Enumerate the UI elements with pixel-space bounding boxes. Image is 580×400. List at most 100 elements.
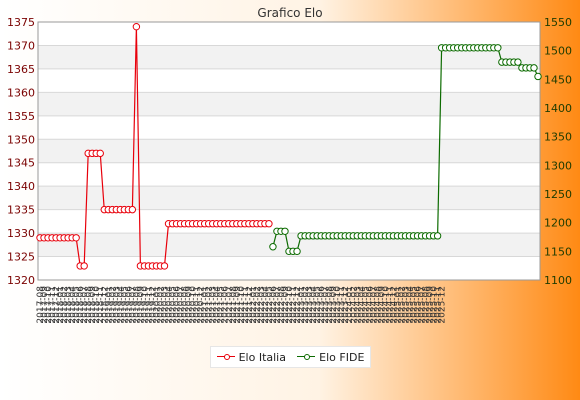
x-tick-label: 2022-03 (257, 286, 267, 324)
x-tick-label: 2023-07 (321, 286, 331, 324)
x-tick-label: 2021-11 (241, 286, 251, 324)
x-tick-label: 2017-08 (36, 286, 46, 324)
x-tick-label: 2018-01 (56, 286, 66, 324)
y-right-tick-label: 1300 (544, 159, 572, 172)
x-tick-label: 2024-07 (369, 286, 379, 324)
x-tick-label: 2024-12 (389, 286, 399, 324)
x-tick-label: 2023-10 (333, 286, 343, 324)
x-tick-label: 2025-03 (401, 286, 411, 324)
elo-fide-point (281, 227, 289, 235)
elo-italia-point (265, 220, 273, 228)
y-left-tick-label: 1375 (7, 16, 35, 29)
x-tick-label: 2017-10 (44, 286, 54, 324)
grid-band (38, 45, 540, 69)
x-tick-label: 2023-09 (329, 286, 339, 324)
x-tick-label: 2019-06 (124, 286, 134, 324)
elo-fide-point (269, 243, 277, 251)
y-right-tick-label: 1250 (544, 188, 572, 201)
x-tick-label: 2024-09 (377, 286, 387, 324)
x-tick-label: 2017-11 (48, 286, 58, 324)
x-tick-label: 2017-12 (52, 286, 62, 324)
x-tick-label: 2023-05 (313, 286, 323, 324)
x-tick-label: 2023-12 (341, 286, 351, 324)
x-tick-label: 2021-09 (233, 286, 243, 324)
x-tick-label: 2025-04 (405, 286, 415, 324)
y-right-tick-label: 1550 (544, 16, 572, 29)
legend-item-italia: Elo Italia (216, 350, 286, 364)
x-tick-label: 2024-10 (381, 286, 391, 324)
x-tick-label: 2022-04 (261, 286, 271, 324)
plot-border (37, 21, 541, 281)
y-left-tick-label: 1335 (7, 204, 35, 217)
x-tick-label: 2019-10 (140, 286, 150, 324)
x-tick-label: 2024-02 (349, 286, 359, 324)
x-tick-label: 2018-03 (64, 286, 74, 324)
x-tick-label: 2018-07 (80, 286, 90, 324)
x-tick-label: 2023-04 (309, 286, 319, 324)
elo-fide-point (534, 72, 542, 81)
x-tick-label: 2025-07 (418, 286, 428, 324)
y-left-tick-label: 1360 (7, 86, 35, 99)
x-tick-label: 2020-07 (177, 286, 187, 324)
x-tick-label: 2018-05 (72, 286, 82, 324)
elo-fide-point (433, 232, 442, 240)
x-tick-label: 2021-07 (225, 286, 235, 324)
x-tick-label: 2023-01 (297, 286, 307, 324)
x-tick-label: 2019-09 (136, 286, 146, 324)
x-tick-label: 2022-09 (281, 286, 291, 324)
x-tick-label: 2021-08 (229, 286, 239, 324)
y-left-tick-label: 1350 (7, 133, 35, 146)
x-tick-label: 2018-10 (92, 286, 102, 324)
legend-swatch-fide (297, 353, 316, 361)
x-tick-label: 2021-05 (217, 286, 227, 324)
x-tick-label: 2019-03 (112, 286, 122, 324)
y-left-tick-label: 1345 (7, 157, 35, 170)
grid-band (38, 139, 540, 163)
elo-italia-point (160, 262, 169, 270)
x-tick-label: 2018-08 (84, 286, 94, 324)
x-tick-label: 2021-12 (245, 286, 255, 324)
x-tick-label: 2018-12 (100, 286, 110, 324)
y-right-tick-label: 1100 (544, 274, 572, 287)
legend-item-fide: Elo FIDE (297, 351, 364, 364)
x-tick-label: 2021-04 (213, 286, 223, 324)
grid-band (38, 186, 540, 210)
elo-italia-point (80, 262, 88, 270)
y-left-tick-label: 1340 (7, 180, 35, 193)
x-tick-label: 2025-02 (397, 286, 407, 324)
x-tick-label: 2020-12 (197, 286, 207, 324)
x-tick-label: 2023-08 (325, 286, 335, 324)
x-tick-label: 2024-01 (345, 286, 355, 324)
x-tick-label: 2019-05 (120, 286, 130, 324)
x-tick-label: 2020-08 (181, 286, 191, 324)
x-tick-label: 2018-11 (96, 286, 106, 324)
y-right-tick-label: 1500 (544, 45, 572, 58)
x-tick-label: 2021-10 (237, 286, 247, 324)
x-tick-label: 2021-02 (205, 286, 215, 324)
y-right-tick-label: 1200 (544, 217, 572, 230)
legend-label-italia: Elo Italia (238, 350, 286, 364)
elo-italia-point (132, 22, 141, 31)
x-tick-label: 2022-11 (289, 286, 299, 324)
elo-fide-point (293, 247, 301, 256)
x-tick-label: 2022-08 (277, 286, 287, 324)
x-tick-label: 2024-03 (353, 286, 363, 324)
chart-legend: Elo Italia Elo FIDE (210, 346, 371, 368)
x-tick-label: 2020-01 (152, 286, 162, 324)
x-tick-label: 2020-03 (161, 286, 171, 324)
elo-italia-point (96, 149, 104, 158)
x-tick-label: 2022-12 (293, 286, 303, 324)
x-tick-label: 2018-06 (76, 286, 86, 324)
x-tick-label: 2020-10 (189, 286, 199, 324)
x-tick-label: 2024-06 (365, 286, 375, 324)
x-tick-label: 2023-06 (317, 286, 327, 324)
x-tick-label: 2024-11 (385, 286, 395, 324)
x-tick-label: 2025-11 (434, 286, 444, 324)
x-tick-label: 2020-11 (193, 286, 203, 324)
x-tick-label: 2023-11 (337, 286, 347, 324)
x-tick-label: 2023-03 (305, 286, 315, 324)
x-tick-label: 2022-01 (249, 286, 259, 324)
x-tick-label: 2025-08 (422, 286, 432, 324)
